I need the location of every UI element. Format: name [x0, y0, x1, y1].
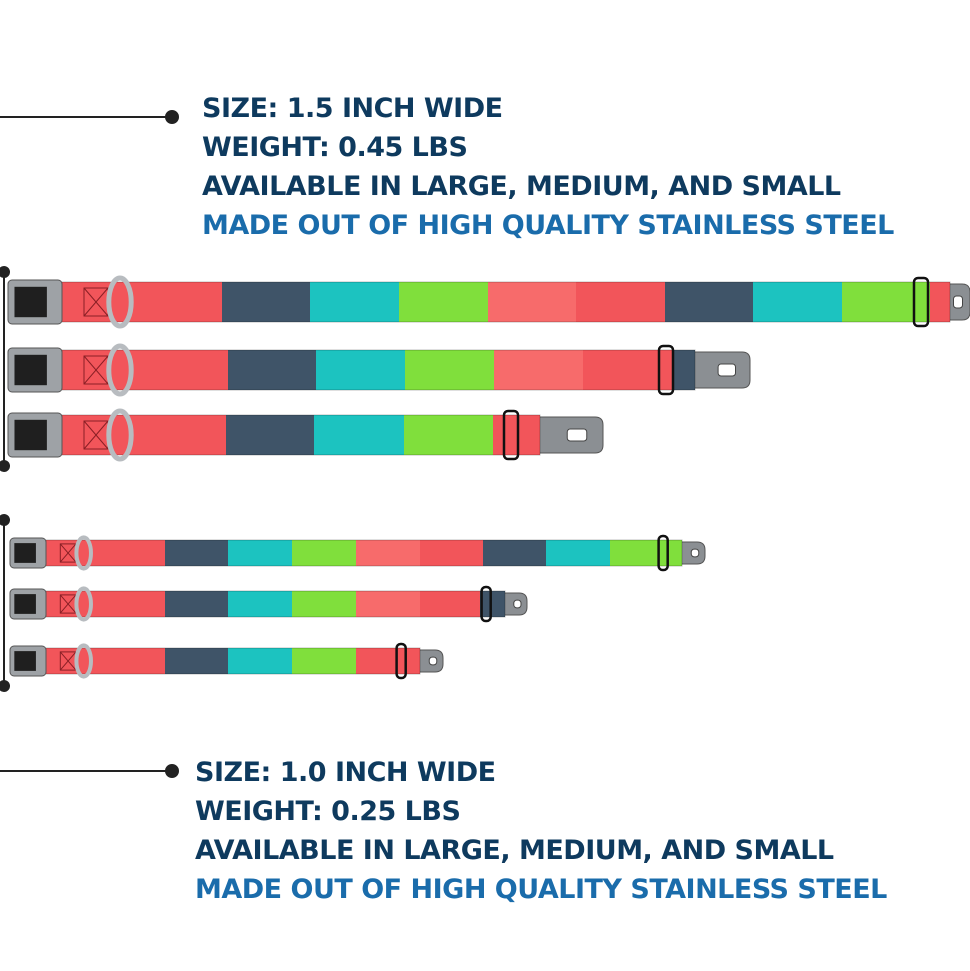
strap-segment [576, 282, 665, 322]
strap-segment [62, 350, 228, 390]
strap-segment [483, 540, 546, 566]
bracket-dot [0, 514, 10, 526]
tab-slot [428, 656, 438, 666]
strap-segment [292, 591, 356, 617]
strap-segment [405, 350, 494, 390]
stitch-cross [59, 594, 77, 614]
spec-line: WEIGHT: 0.45 LBS [202, 132, 467, 163]
tab-slot [513, 599, 522, 609]
buckle-plate [14, 651, 36, 671]
spec-block: SIZE: 1.5 INCH WIDE WEIGHT: 0.45 LBS AVA… [202, 93, 895, 241]
d-ring [106, 275, 134, 329]
collar [7, 275, 970, 329]
strap-segment [165, 648, 228, 674]
strap-segment [222, 282, 310, 322]
spec-line: AVAILABLE IN LARGE, MEDIUM, AND SMALL [195, 835, 834, 866]
strap-segment [665, 282, 753, 322]
strap-segment [420, 591, 480, 617]
tab-slot [717, 363, 736, 377]
stitch-cross [83, 355, 109, 385]
strap-segment [672, 350, 695, 390]
stitch-cross [59, 651, 77, 671]
d-ring [74, 643, 93, 679]
strap-segment [316, 350, 405, 390]
strap-segment [753, 282, 842, 322]
strap-segment [493, 415, 540, 455]
d-ring [74, 535, 93, 571]
spec-line: AVAILABLE IN LARGE, MEDIUM, AND SMALL [202, 171, 841, 202]
spec-line: MADE OUT OF HIGH QUALITY STAINLESS STEEL [195, 874, 887, 905]
spec-line: MADE OUT OF HIGH QUALITY STAINLESS STEEL [202, 210, 894, 241]
bracket-dot [0, 266, 10, 278]
stitch-cross [83, 287, 109, 317]
collars [7, 275, 970, 680]
collar [7, 408, 604, 462]
buckle-plate [14, 286, 47, 318]
strap-segment [314, 415, 404, 455]
stitch-cross [83, 420, 109, 450]
strap-segment [488, 282, 576, 322]
bracket-dot [0, 680, 10, 692]
leaders [0, 110, 179, 778]
buckle-plate [14, 543, 36, 563]
stitch-cross [59, 543, 77, 563]
leader-dot [165, 764, 179, 778]
bracket-dot [0, 460, 10, 472]
strap-segment [610, 540, 682, 566]
slider [912, 276, 930, 328]
buckle-plate [14, 419, 47, 451]
collar [9, 585, 528, 623]
spec-line: SIZE: 1.0 INCH WIDE [195, 757, 496, 788]
strap-segment [546, 540, 610, 566]
collar [9, 642, 444, 680]
tab-slot [566, 428, 588, 442]
slider [657, 344, 675, 396]
strap-segment [842, 282, 930, 322]
spec-line: WEIGHT: 0.25 LBS [195, 796, 460, 827]
strap-segment [356, 540, 420, 566]
strap-segment [226, 415, 314, 455]
strap-segment [310, 282, 399, 322]
slider [657, 534, 669, 572]
strap-segment [356, 591, 420, 617]
strap-segment [165, 540, 228, 566]
strap-segment [583, 350, 672, 390]
tab-slot [953, 295, 963, 309]
slider [502, 409, 520, 461]
strap-segment [399, 282, 488, 322]
strap-segment [480, 591, 505, 617]
collar [9, 534, 706, 572]
strap-segment [930, 282, 950, 322]
strap-segment [228, 591, 292, 617]
strap-segment [228, 540, 292, 566]
spec-block: SIZE: 1.0 INCH WIDE WEIGHT: 0.25 LBS AVA… [195, 757, 888, 905]
strap-segment [356, 648, 420, 674]
spec-line: SIZE: 1.5 INCH WIDE [202, 93, 503, 124]
strap-segment [292, 648, 356, 674]
leader-dot [165, 110, 179, 124]
strap-segment [420, 540, 483, 566]
strap-segment [404, 415, 493, 455]
buckle-plate [14, 354, 47, 386]
strap-segment [228, 648, 292, 674]
d-ring [74, 586, 93, 622]
d-ring [106, 343, 134, 397]
strap-segment [494, 350, 583, 390]
buckle-plate [14, 594, 36, 614]
tab-slot [690, 548, 700, 558]
strap-segment [292, 540, 356, 566]
collar [7, 343, 751, 397]
strap-segment [165, 591, 228, 617]
slider [480, 585, 492, 623]
slider [395, 642, 407, 680]
strap-segment [62, 282, 222, 322]
strap-segment [62, 415, 226, 455]
strap-segment [228, 350, 316, 390]
d-ring [106, 408, 134, 462]
